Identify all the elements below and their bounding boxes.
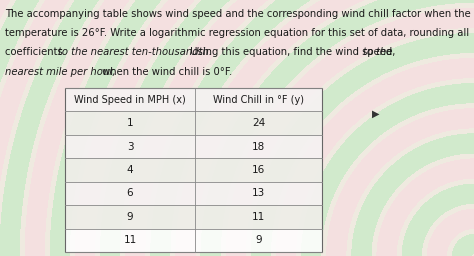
Text: 18: 18: [252, 142, 265, 152]
Text: Wind Speed in MPH (x): Wind Speed in MPH (x): [74, 95, 186, 105]
Bar: [65, 88, 322, 252]
Text: 11: 11: [123, 235, 137, 245]
Bar: [65, 158, 322, 182]
Text: when the wind chill is 0°F.: when the wind chill is 0°F.: [100, 67, 233, 77]
Bar: [65, 205, 322, 229]
Text: nearest mile per hour,: nearest mile per hour,: [5, 67, 115, 77]
Text: 13: 13: [252, 188, 265, 198]
Text: coefficients: coefficients: [5, 47, 65, 57]
Text: to the: to the: [364, 47, 393, 57]
Text: Using this equation, find the wind speed,: Using this equation, find the wind speed…: [187, 47, 399, 57]
Text: 9: 9: [127, 212, 133, 222]
Text: 24: 24: [252, 118, 265, 128]
Bar: [65, 88, 322, 252]
Text: 4: 4: [127, 165, 133, 175]
Bar: [65, 111, 322, 135]
Text: to the nearest ten-thousandth.: to the nearest ten-thousandth.: [58, 47, 212, 57]
Text: 3: 3: [127, 142, 133, 152]
Bar: [65, 135, 322, 158]
Text: Wind Chill in °F (y): Wind Chill in °F (y): [213, 95, 304, 105]
Text: 11: 11: [252, 212, 265, 222]
Text: temperature is 26°F. Write a logarithmic regression equation for this set of dat: temperature is 26°F. Write a logarithmic…: [5, 28, 469, 38]
Bar: [65, 88, 322, 111]
Bar: [65, 182, 322, 205]
Text: 16: 16: [252, 165, 265, 175]
Text: 9: 9: [255, 235, 262, 245]
Text: The accompanying table shows wind speed and the corresponding wind chill factor : The accompanying table shows wind speed …: [5, 9, 474, 19]
Text: ▶: ▶: [372, 109, 380, 119]
Text: 6: 6: [127, 188, 133, 198]
Text: 1: 1: [127, 118, 133, 128]
